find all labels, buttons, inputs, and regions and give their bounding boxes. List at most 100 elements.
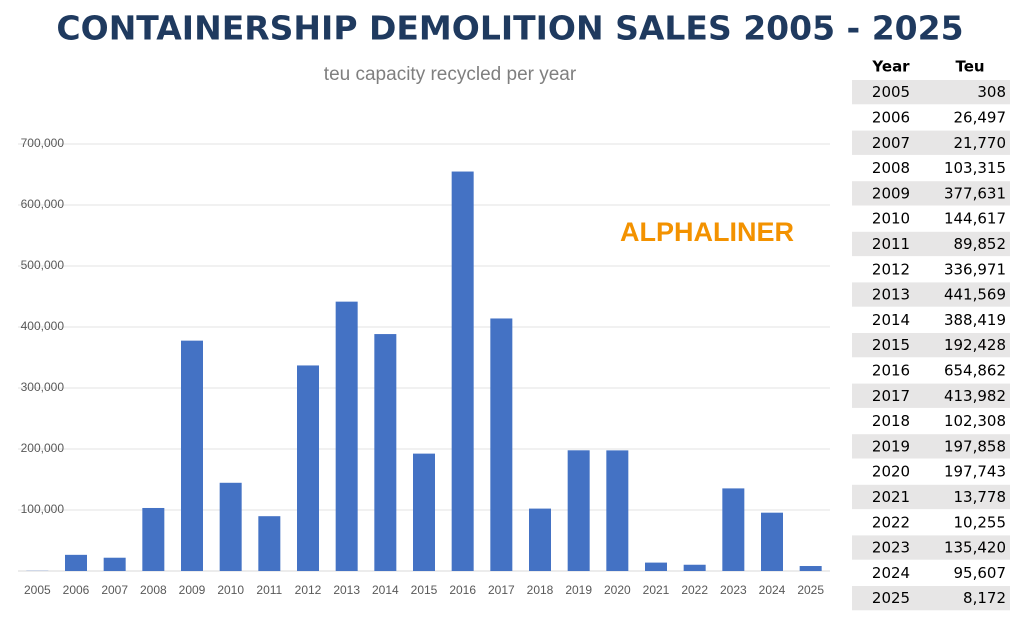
bar <box>297 365 319 571</box>
x-tick-label: 2014 <box>372 583 399 597</box>
table-row-bg <box>852 231 1010 257</box>
table-year: 2008 <box>872 159 910 177</box>
y-tick-label: 600,000 <box>21 197 65 211</box>
table-teu: 336,971 <box>944 260 1006 278</box>
table-teu: 10,255 <box>954 513 1007 531</box>
y-tick-label: 400,000 <box>21 319 65 333</box>
x-tick-label: 2020 <box>604 583 631 597</box>
x-tick-label: 2017 <box>488 583 515 597</box>
table-year: 2010 <box>872 210 910 228</box>
table-year: 2025 <box>872 589 910 607</box>
x-tick-label: 2015 <box>411 583 438 597</box>
table-year: 2012 <box>872 260 910 278</box>
x-tick-label: 2024 <box>759 583 786 597</box>
table-teu: 308 <box>977 83 1006 101</box>
table-teu: 413,982 <box>944 387 1006 405</box>
table-row-bg <box>852 80 1010 105</box>
table-year: 2022 <box>872 513 910 531</box>
table-row-bg <box>852 181 1010 206</box>
table-row-bg <box>852 434 1010 459</box>
table-year: 2018 <box>872 412 910 430</box>
table-year: 2017 <box>872 387 910 405</box>
bar <box>606 450 629 571</box>
table-teu: 197,743 <box>944 463 1006 481</box>
table-row-bg <box>852 535 1010 560</box>
bar <box>761 512 783 571</box>
x-tick-label: 2012 <box>295 583 322 597</box>
bar <box>529 508 551 571</box>
table-header: Year <box>871 58 910 76</box>
bar <box>451 171 474 571</box>
bar <box>799 566 822 571</box>
table-teu: 197,858 <box>944 437 1006 455</box>
table-year: 2009 <box>872 184 910 202</box>
table-row-bg <box>852 333 1010 358</box>
table-row-bg <box>852 282 1010 307</box>
table-year: 2011 <box>872 235 910 253</box>
table-year: 2013 <box>872 286 910 304</box>
bar <box>567 450 590 571</box>
bar <box>413 453 435 571</box>
x-tick-label: 2021 <box>643 583 670 597</box>
bar <box>645 562 667 571</box>
table-year: 2007 <box>872 134 910 152</box>
y-tick-label: 100,000 <box>21 502 65 516</box>
bar <box>142 507 165 571</box>
bar <box>103 557 126 571</box>
table-teu: 21,770 <box>954 134 1007 152</box>
bar <box>219 482 242 571</box>
table-teu: 26,497 <box>954 108 1007 126</box>
table-teu: 144,617 <box>944 210 1006 228</box>
table-year: 2020 <box>872 463 910 481</box>
bar <box>335 301 358 571</box>
x-tick-label: 2025 <box>797 583 824 597</box>
y-tick-label: 300,000 <box>21 380 65 394</box>
y-tick-label: 200,000 <box>21 441 65 455</box>
table-teu: 89,852 <box>954 235 1007 253</box>
bar <box>683 564 706 571</box>
table-teu: 388,419 <box>944 311 1006 329</box>
table-teu: 102,308 <box>944 412 1006 430</box>
x-tick-label: 2016 <box>449 583 476 597</box>
x-tick-label: 2008 <box>140 583 167 597</box>
table-year: 2019 <box>872 437 910 455</box>
bar <box>181 340 203 571</box>
table-teu: 13,778 <box>954 488 1007 506</box>
table-year: 2024 <box>872 564 910 582</box>
table-teu: 654,862 <box>944 361 1006 379</box>
x-tick-label: 2013 <box>333 583 360 597</box>
bar <box>490 318 513 571</box>
x-tick-label: 2018 <box>527 583 554 597</box>
table-teu: 192,428 <box>944 336 1006 354</box>
bar <box>258 516 281 571</box>
bar <box>374 334 397 571</box>
x-tick-label: 2023 <box>720 583 747 597</box>
annotation: ALPHALINER <box>620 217 794 247</box>
x-tick-label: 2022 <box>681 583 708 597</box>
x-tick-label: 2011 <box>256 583 282 597</box>
table-header: Teu <box>955 58 984 76</box>
x-tick-label: 2007 <box>101 583 128 597</box>
x-tick-label: 2005 <box>24 583 51 597</box>
table-year: 2015 <box>872 336 910 354</box>
table-year: 2006 <box>872 108 910 126</box>
table-year: 2005 <box>872 83 910 101</box>
table-teu: 103,315 <box>944 159 1006 177</box>
chart-title: CONTAINERSHIP DEMOLITION SALES 2005 - 20… <box>56 9 963 48</box>
table-row-bg <box>852 130 1010 155</box>
table-teu: 135,420 <box>944 539 1006 557</box>
table-row-bg <box>852 586 1010 611</box>
bar <box>65 554 87 571</box>
y-tick-label: 500,000 <box>21 258 65 272</box>
y-tick-label: 700,000 <box>21 136 65 150</box>
table-teu: 377,631 <box>944 184 1006 202</box>
table-teu: 8,172 <box>963 589 1006 607</box>
bar <box>722 488 745 571</box>
table-row-bg <box>852 484 1010 510</box>
x-tick-label: 2006 <box>63 583 90 597</box>
x-tick-label: 2010 <box>217 583 244 597</box>
table-row-bg <box>852 383 1010 408</box>
table-year: 2016 <box>872 361 910 379</box>
table-year: 2021 <box>872 488 910 506</box>
